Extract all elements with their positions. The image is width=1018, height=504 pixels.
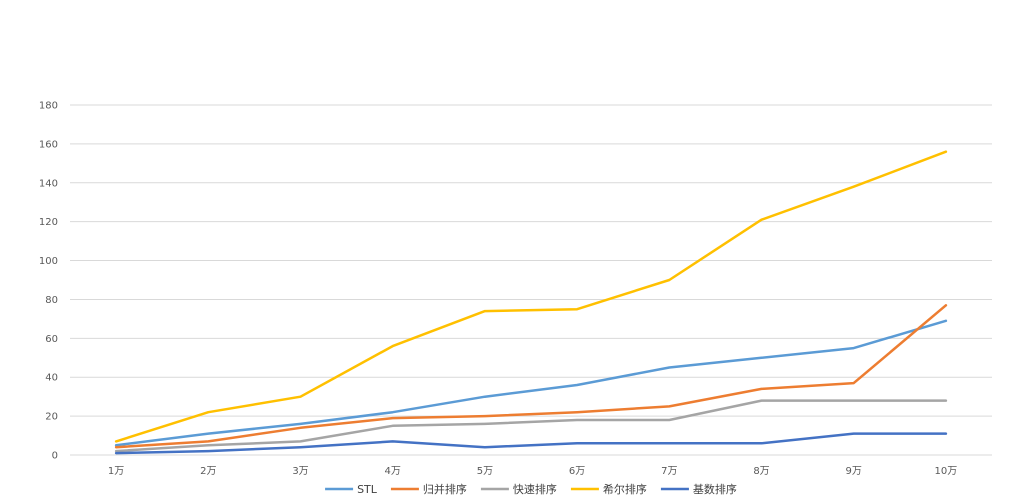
series-line-2 [114, 399, 948, 453]
legend-label: 归并排序 [423, 482, 467, 496]
y-tick-label: 160 [39, 139, 58, 150]
x-tick-label: 1万 [108, 466, 124, 477]
y-tick-label: 80 [45, 295, 58, 306]
x-axis: 1万 2万 3万 4万 5万 6万 7万 8万 9万 10万 [108, 466, 957, 477]
y-tick-label: 140 [39, 178, 58, 189]
series-lines [114, 150, 948, 455]
x-tick-label: 6万 [569, 466, 585, 477]
series-line-1 [114, 304, 948, 449]
x-tick-label: 5万 [477, 466, 493, 477]
legend-item: 归并排序 [390, 482, 467, 496]
legend-label: 基数排序 [693, 482, 737, 496]
y-axis: 0 20 40 60 80 100 120 140 160 180 [39, 101, 58, 462]
legend-item: 基数排序 [660, 482, 737, 496]
legend-item: STL [325, 483, 378, 496]
legend-label: 希尔排序 [603, 482, 647, 496]
legend-item: 希尔排序 [570, 482, 647, 496]
y-tick-label: 40 [45, 373, 58, 384]
legend-label: 快速排序 [513, 482, 557, 496]
x-tick-label: 3万 [292, 466, 308, 477]
legend-label: STL [357, 483, 378, 496]
y-tick-label: 120 [39, 217, 58, 228]
series-line-0 [114, 319, 948, 447]
x-tick-label: 9万 [846, 466, 862, 477]
series-line-4 [114, 432, 948, 455]
x-tick-label: 4万 [385, 466, 401, 477]
grid-lines [70, 104, 992, 456]
x-tick-label: 10万 [935, 466, 958, 477]
y-tick-label: 60 [45, 334, 58, 345]
x-tick-label: 7万 [661, 466, 677, 477]
y-tick-label: 180 [39, 101, 58, 112]
legend-item: 快速排序 [480, 482, 557, 496]
y-tick-label: 100 [39, 256, 58, 267]
x-tick-label: 8万 [753, 466, 769, 477]
legend: STL 归并排序 快速排序 希尔排序 基数排序 [325, 482, 737, 496]
y-tick-label: 20 [45, 412, 58, 423]
y-tick-label: 0 [52, 451, 58, 462]
x-tick-label: 2万 [200, 466, 216, 477]
series-line-3 [114, 150, 948, 443]
